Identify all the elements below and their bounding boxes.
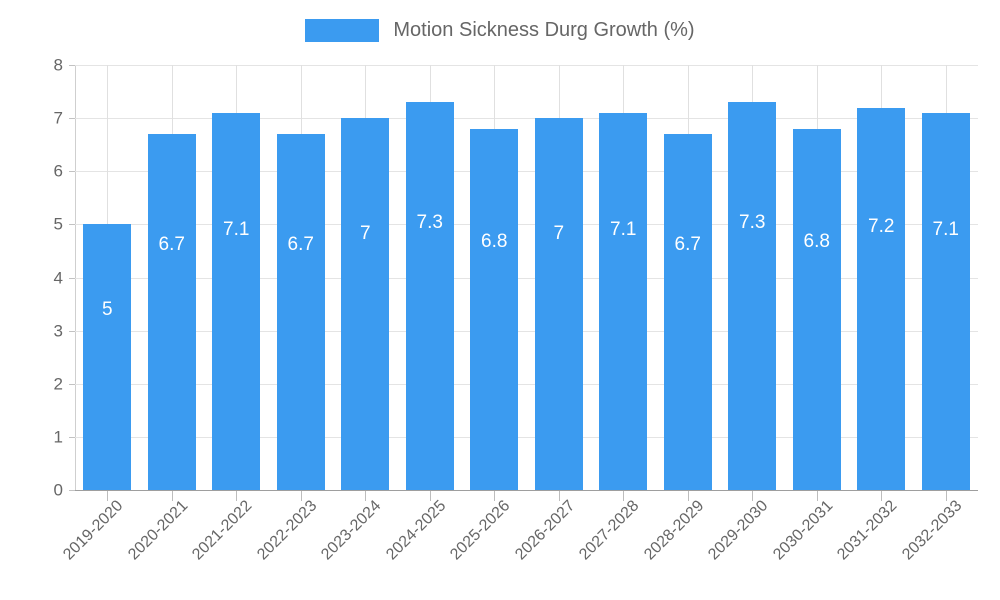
bar[interactable]: 7.3 [728,102,777,490]
x-tick-mark [430,491,431,501]
y-tick-label: 2 [53,374,63,394]
x-tick-label: 2032-2033 [898,497,966,564]
bar-value-label: 5 [101,299,113,321]
bar[interactable]: 7.2 [857,107,906,490]
y-tick-label: 0 [53,480,63,500]
x-tick-label: 2030-2031 [769,497,837,564]
y-gridline [75,490,978,491]
bar[interactable]: 6.8 [792,128,841,490]
x-tick-label: 2020-2021 [124,497,192,564]
y-tick-label: 3 [53,321,63,341]
bar-value-label: 7.3 [416,212,443,234]
bar-value-label: 6.7 [158,234,185,256]
y-tick-mark [69,490,75,491]
bar[interactable]: 6.7 [276,134,325,490]
y-gridline [75,224,978,226]
y-tick-mark [69,171,75,173]
x-tick-mark [107,491,108,501]
bar[interactable]: 6.8 [470,128,519,490]
y-tick-label: 4 [53,268,63,287]
x-axis-labels: 2019-2020 2020-2021 2021-2022 2022-2023 2023… [60,490,978,600]
x-tick-mark [494,491,495,501]
x-tick-label: 2028-2029 [640,497,708,564]
y-gridline [75,330,978,332]
bar[interactable]: 7.3 [405,102,454,490]
bar-value-label: 7 [553,223,565,245]
y-gridline [75,383,978,385]
y-gridline [75,436,978,438]
legend-color-swatch[interactable] [305,18,380,42]
bar-value-label: 7.1 [932,218,959,240]
x-tick-mark [365,491,366,501]
y-tick-mark [69,118,75,120]
y-tick-label: 1 [53,427,63,447]
bar-value-label: 6.7 [287,234,314,256]
y-axis-labels: 0 1 2 3 4 5 6 7 8 [0,57,63,499]
x-tick-label: 2019-2020 [60,497,127,564]
bar[interactable]: 5 [83,224,132,490]
x-tick-label: 2031-2032 [834,497,901,564]
bar-value-label: 7.3 [739,212,766,234]
plot-area: 5 6.7 7.1 6.7 7 7.3 6.8 7 7.1 6.7 7.3 6.8 7.2 7.1 [69,65,978,491]
y-tick-label: 5 [53,214,63,234]
x-tick-label: 2023-2024 [318,497,385,564]
chart-legend: Motion Sickness Durg Growth (%) [0,14,1000,46]
y-tick-label: 6 [53,161,63,181]
x-tick-mark [301,491,302,501]
x-tick-label: 2021-2022 [189,497,256,564]
bar-value-label: 7.1 [610,218,637,240]
y-gridline [75,277,978,279]
x-tick-mark [172,491,173,501]
bar-value-label: 7.1 [223,218,250,240]
x-tick-label: 2025-2026 [447,497,514,564]
x-tick-label: 2022-2023 [253,497,321,564]
y-tick-mark [69,65,75,66]
bar-value-label: 6.7 [674,234,701,256]
bar[interactable]: 7 [341,118,390,490]
bar[interactable]: 7.1 [212,112,261,490]
x-tick-label: 2029-2030 [705,497,772,564]
x-tick-mark [236,491,237,501]
bar[interactable]: 7.1 [921,112,970,490]
bar[interactable]: 7.1 [599,112,648,490]
x-tick-mark [946,491,947,501]
legend-series-label[interactable]: Motion Sickness Durg Growth (%) [393,18,695,41]
x-tick-mark [559,491,560,501]
x-tick-mark [881,491,882,501]
bar[interactable]: 7 [534,118,583,490]
y-tick-mark [69,383,75,385]
y-tick-mark [69,277,75,279]
y-tick-label: 8 [53,55,63,75]
y-tick-label: 7 [53,108,63,128]
bar-value-label: 6.8 [803,230,830,252]
y-tick-mark [69,330,75,332]
x-tick-label: 2027-2028 [576,497,643,564]
y-gridline [75,171,978,173]
bar[interactable]: 6.7 [147,134,196,490]
bar-value-label: 7.2 [868,215,895,237]
x-tick-label: 2024-2025 [382,497,450,564]
y-tick-mark [69,224,75,226]
bar-value-label: 6.8 [481,230,508,252]
x-tick-mark [623,491,624,501]
bar[interactable]: 6.7 [663,134,712,490]
x-tick-mark [817,491,818,501]
y-tick-mark [69,436,75,438]
y-gridline [75,65,978,66]
bar-value-label: 7 [359,223,371,245]
x-tick-label: 2026-2027 [511,497,579,564]
y-gridline [75,118,978,120]
x-tick-mark [688,491,689,501]
x-tick-mark [752,491,753,501]
